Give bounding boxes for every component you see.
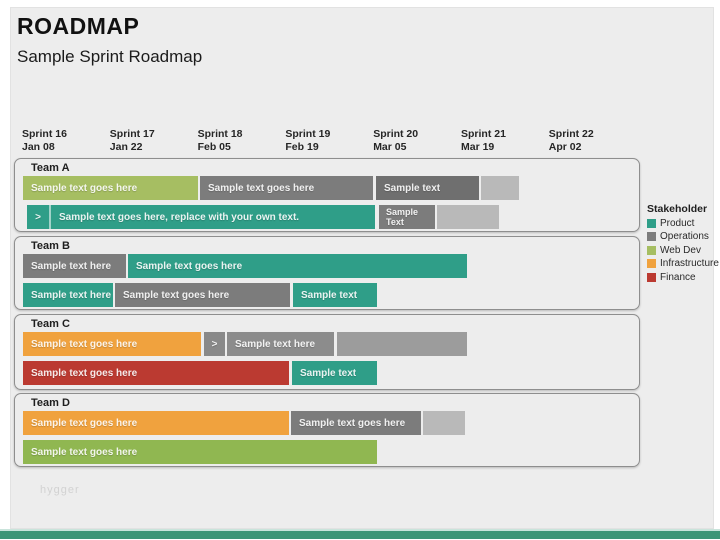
roadmap-bar[interactable]: Sample text goes here xyxy=(23,440,377,464)
legend-label: Web Dev xyxy=(660,244,701,256)
bar-label: Sample text here xyxy=(31,260,112,272)
team-section: Team C Sample text goes here > Sample text … xyxy=(14,314,640,390)
legend-swatch xyxy=(647,218,656,228)
sprint-column: Sprint 21 Mar 19 xyxy=(461,128,549,154)
bar-label: Sample text here xyxy=(31,289,112,301)
watermark: hygger xyxy=(40,484,80,496)
sprint-name: Sprint 17 xyxy=(109,128,155,140)
sprint-date: Feb 19 xyxy=(285,141,319,153)
legend-title: Stakeholder xyxy=(647,203,708,215)
roadmap-bar[interactable]: Sample text goes here xyxy=(115,283,290,307)
team-label: Team D xyxy=(31,397,70,409)
sprint-date: Mar 19 xyxy=(461,141,495,153)
roadmap-bar[interactable]: Sample text goes here xyxy=(23,411,289,435)
sprint-date: Feb 05 xyxy=(197,141,231,153)
legend-label: Operations xyxy=(660,231,709,242)
sprint-date: Jan 08 xyxy=(22,141,55,153)
bar-label: Sample text goes here xyxy=(31,338,138,350)
sprint-name: Sprint 18 xyxy=(197,128,243,140)
legend-item: Infrastructure xyxy=(647,258,720,269)
team-label: Team C xyxy=(31,318,70,330)
roadmap-bar[interactable]: > Sample text goes here, replace with you… xyxy=(27,205,375,229)
legend-swatch xyxy=(647,272,656,282)
roadmap-bar[interactable]: > xyxy=(204,332,225,356)
legend: Stakeholder Product Operations Web Dev Infr… xyxy=(647,203,720,286)
sprint-column: Sprint 17 Jan 22 xyxy=(110,128,198,154)
legend-label: Product xyxy=(660,217,695,229)
bar-label: Sample text goes here xyxy=(31,182,138,194)
team-label: Team B xyxy=(31,240,70,252)
roadmap-bar[interactable] xyxy=(481,176,519,200)
roadmap-bar[interactable]: Sample text xyxy=(376,176,479,200)
sprint-date: Jan 22 xyxy=(109,141,143,153)
legend-item: Finance xyxy=(647,271,720,283)
team-label: Team A xyxy=(31,162,70,174)
legend-item: Web Dev xyxy=(647,244,720,256)
bar-label: Sample text xyxy=(300,367,357,379)
sprint-column: Sprint 18 Feb 05 xyxy=(198,128,286,154)
bar-label: Sample text here xyxy=(235,338,316,350)
sprint-name: Sprint 20 xyxy=(373,128,419,140)
bar-label: Sample text goes here xyxy=(31,367,138,379)
team-section: Team B Sample text here Sample text goes h… xyxy=(14,236,640,310)
sprint-name: Sprint 22 xyxy=(548,128,594,140)
bar-label: > xyxy=(211,338,218,350)
legend-swatch xyxy=(647,245,656,255)
roadmap-bar[interactable]: Sample text here xyxy=(23,283,113,307)
bar-label: Sample text xyxy=(384,182,441,194)
sprint-name: Sprint 16 xyxy=(22,128,67,140)
roadmap-bar[interactable]: Sample text goes here xyxy=(200,176,373,200)
legend-label: Finance xyxy=(660,271,696,283)
team-section: Team D Sample text goes here Sample text g… xyxy=(14,393,640,467)
roadmap-bar[interactable]: Sample text goes here xyxy=(291,411,421,435)
legend-swatch xyxy=(647,259,656,268)
bar-label: Sample text goes here xyxy=(136,260,243,272)
roadmap-bar[interactable] xyxy=(337,332,467,356)
roadmap-bar[interactable] xyxy=(437,205,499,229)
bar-label: Sample text goes here xyxy=(31,417,138,429)
sprint-column: Sprint 22 Apr 02 xyxy=(549,128,637,154)
roadmap-bar[interactable]: Sample text goes here xyxy=(128,254,467,278)
bar-label: Sample text goes here xyxy=(299,417,406,429)
legend-items: Product Operations Web Dev Infrastructure Fi… xyxy=(647,217,720,283)
legend-item: Operations xyxy=(647,231,720,242)
roadmap-bar[interactable]: Sample text xyxy=(293,283,377,307)
legend-item: Product xyxy=(647,217,720,229)
bottom-accent-bar xyxy=(0,529,720,539)
sprint-column: Sprint 19 Feb 19 xyxy=(285,128,373,154)
bar-label: Sample text goes here, replace with your… xyxy=(59,211,300,223)
roadmap-bar[interactable]: Sample text goes here xyxy=(23,176,198,200)
roadmap-bar[interactable]: Sample text xyxy=(292,361,377,385)
sprint-date: Mar 05 xyxy=(373,141,407,153)
sprint-name: Sprint 21 xyxy=(461,128,506,140)
chevron-icon: > xyxy=(35,211,41,223)
bar-label: Sample Text xyxy=(386,207,419,227)
roadmap-bar[interactable]: Sample text goes here xyxy=(23,332,201,356)
bar-label: Sample text xyxy=(301,289,358,301)
legend-swatch xyxy=(647,232,656,241)
sprint-name: Sprint 19 xyxy=(285,128,331,140)
team-section: Team A Sample text goes here Sample text g… xyxy=(14,158,640,232)
bar-label: Sample text goes here xyxy=(31,446,138,458)
sprint-column: Sprint 20 Mar 05 xyxy=(373,128,461,154)
page-subtitle: Sample Sprint Roadmap xyxy=(17,47,203,66)
roadmap-bar[interactable]: Sample Text xyxy=(379,205,435,229)
bar-label: Sample text goes here xyxy=(208,182,315,194)
sprint-date: Apr 02 xyxy=(548,141,582,153)
timeline-header: Sprint 16 Jan 08 Sprint 17 Jan 22 Sprint 18 F… xyxy=(0,128,720,158)
bar-label: Sample text goes here xyxy=(123,289,230,301)
roadmap-bar[interactable]: Sample text here xyxy=(23,254,126,278)
legend-label: Infrastructure xyxy=(660,258,719,269)
chevron-divider xyxy=(49,205,51,229)
roadmap-bar[interactable]: Sample text here xyxy=(227,332,334,356)
roadmap-bar[interactable]: Sample text goes here xyxy=(23,361,289,385)
page-title: ROADMAP xyxy=(17,13,140,39)
sprint-column: Sprint 16 Jan 08 xyxy=(22,128,110,154)
roadmap-bar[interactable] xyxy=(423,411,465,435)
